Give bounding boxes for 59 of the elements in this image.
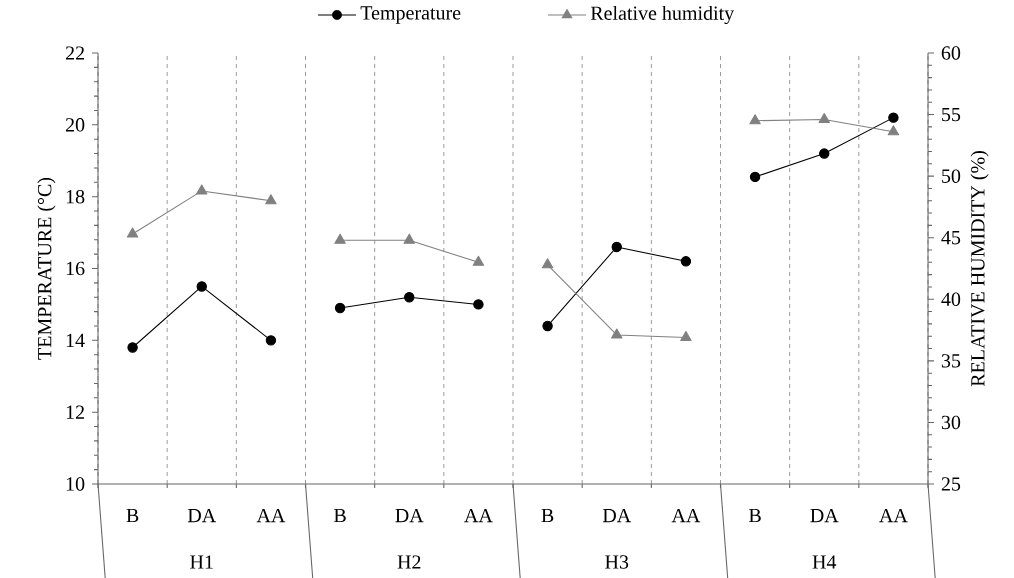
y2-tick-label: 45 [941,231,961,245]
text: H1 [190,555,213,569]
x-tick-label: DA [810,508,839,523]
point [680,256,692,267]
point [403,233,415,244]
point [334,302,346,314]
x-tick-label: B [334,508,346,523]
y-tick-label: 12 [66,405,84,419]
point [196,281,207,292]
x-tick-label: B [749,508,761,523]
point [818,112,830,124]
x-tick-label: DA [187,508,217,523]
y2-tick-label: 55 [942,107,961,122]
text: H3 [605,555,629,569]
point [887,125,900,136]
y-tick-label: 22 [65,46,84,60]
x-tick-label: AA [671,508,701,523]
point [680,330,692,341]
point [265,194,277,205]
point [749,114,761,125]
point [127,342,138,353]
point [196,184,208,195]
y-tick-label: 14 [66,333,85,347]
y-tick-label: 10 [66,477,85,491]
y-tick-label: 20 [65,118,85,132]
point [611,241,622,253]
point [265,335,277,346]
point [126,227,139,238]
text: H2 [397,555,421,569]
point [611,328,623,339]
point [749,171,761,183]
y2-tick-label: 30 [941,415,961,430]
y2-axis-title: RELATIVE HUMIDITY (%) [970,151,989,387]
text: H4 [812,555,837,569]
x-tick-label: AA [464,508,493,523]
x-tick-label: DA [395,508,424,523]
point [472,255,485,266]
y2-tick-label: 40 [941,292,961,307]
y2-tick-label: 50 [942,169,961,183]
y2-tick-label: 35 [941,354,961,368]
x-tick-label: B [541,508,554,523]
y-tick-label: 16 [66,261,85,276]
point [888,112,899,123]
y2-tick-label: 60 [941,46,961,60]
point [541,258,554,269]
y-tick-label: 18 [66,189,85,204]
y2-tick-label: 25 [941,477,961,491]
x-tick-label: DA [602,508,632,523]
y-axis-title: TEMPERATURE (°C) [37,177,56,360]
point [334,233,346,244]
point [819,148,830,159]
x-tick-label: AA [879,508,908,523]
legend-label: Temperature [360,6,461,24]
point [542,320,553,332]
x-tick-label: B [126,508,139,523]
point [404,292,415,303]
legend-label: Relative humidity [590,5,735,25]
point [473,299,484,310]
x-tick-label: AA [256,508,286,523]
